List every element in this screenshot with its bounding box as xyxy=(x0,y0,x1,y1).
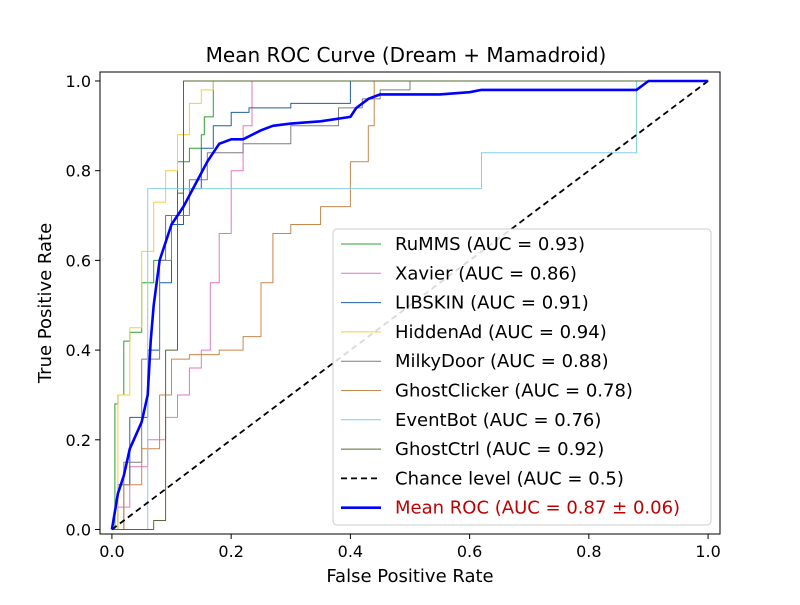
chart-title: Mean ROC Curve (Dream + Mamadroid) xyxy=(206,43,607,67)
series-line-mean-roc xyxy=(110,79,709,530)
x-tick-label: 0.4 xyxy=(338,542,363,561)
x-tick-label: 1.0 xyxy=(695,542,720,561)
series-line-xavier xyxy=(111,80,709,530)
legend-label-mean-roc: Mean ROC (AUC = 0.87 ± 0.06) xyxy=(395,498,680,519)
x-axis-ticks: 0.0 0.2 0.4 0.6 0.8 1.0 xyxy=(99,534,721,561)
y-tick-label: 0.0 xyxy=(66,521,91,540)
x-tick-label: 0.0 xyxy=(99,542,124,561)
series-line-hiddenad xyxy=(111,80,709,530)
x-axis-label: False Positive Rate xyxy=(326,566,493,587)
y-tick-label: 0.8 xyxy=(66,162,91,181)
y-tick-label: 0.6 xyxy=(66,251,91,270)
x-tick-label: 0.6 xyxy=(457,542,482,561)
legend-label-ghostclicker: GhostClicker (AUC = 0.78) xyxy=(395,381,633,402)
series-line-milkydoor xyxy=(111,80,709,530)
legend-label-rumms: RuMMS (AUC = 0.93) xyxy=(395,234,585,255)
legend-label-ghostctrl: GhostCtrl (AUC = 0.92) xyxy=(395,439,604,460)
plot-lines xyxy=(110,79,709,531)
series-line-ghostclicker xyxy=(111,80,709,530)
legend-box xyxy=(332,228,712,526)
x-tick-label: 0.2 xyxy=(218,542,243,561)
legend-label-libskin: LIBSKIN (AUC = 0.91) xyxy=(395,293,589,314)
legend-label-hiddenad: HiddenAd (AUC = 0.94) xyxy=(395,322,607,343)
y-axis-ticks: 0.0 0.2 0.4 0.6 0.8 1.0 xyxy=(66,72,100,540)
legend-label-chance-level: Chance level (AUC = 0.5) xyxy=(395,468,624,489)
legend-label-eventbot: EventBot (AUC = 0.76) xyxy=(395,410,601,431)
y-tick-label: 0.4 xyxy=(66,341,91,360)
legend-label-xavier: Xavier (AUC = 0.86) xyxy=(395,263,577,284)
y-tick-label: 1.0 xyxy=(66,72,91,91)
series-line-ghostctrl xyxy=(111,80,709,530)
series-line-eventbot xyxy=(111,80,709,530)
legend: RuMMS (AUC = 0.93) Xavier (AUC = 0.86) LIB… xyxy=(332,228,712,526)
x-tick-label: 0.8 xyxy=(576,542,601,561)
legend-label-milkydoor: MilkyDoor (AUC = 0.88) xyxy=(395,351,609,372)
y-axis-label: True Positive Rate xyxy=(35,223,56,384)
y-tick-label: 0.2 xyxy=(66,431,91,450)
plot-frame xyxy=(99,71,721,535)
